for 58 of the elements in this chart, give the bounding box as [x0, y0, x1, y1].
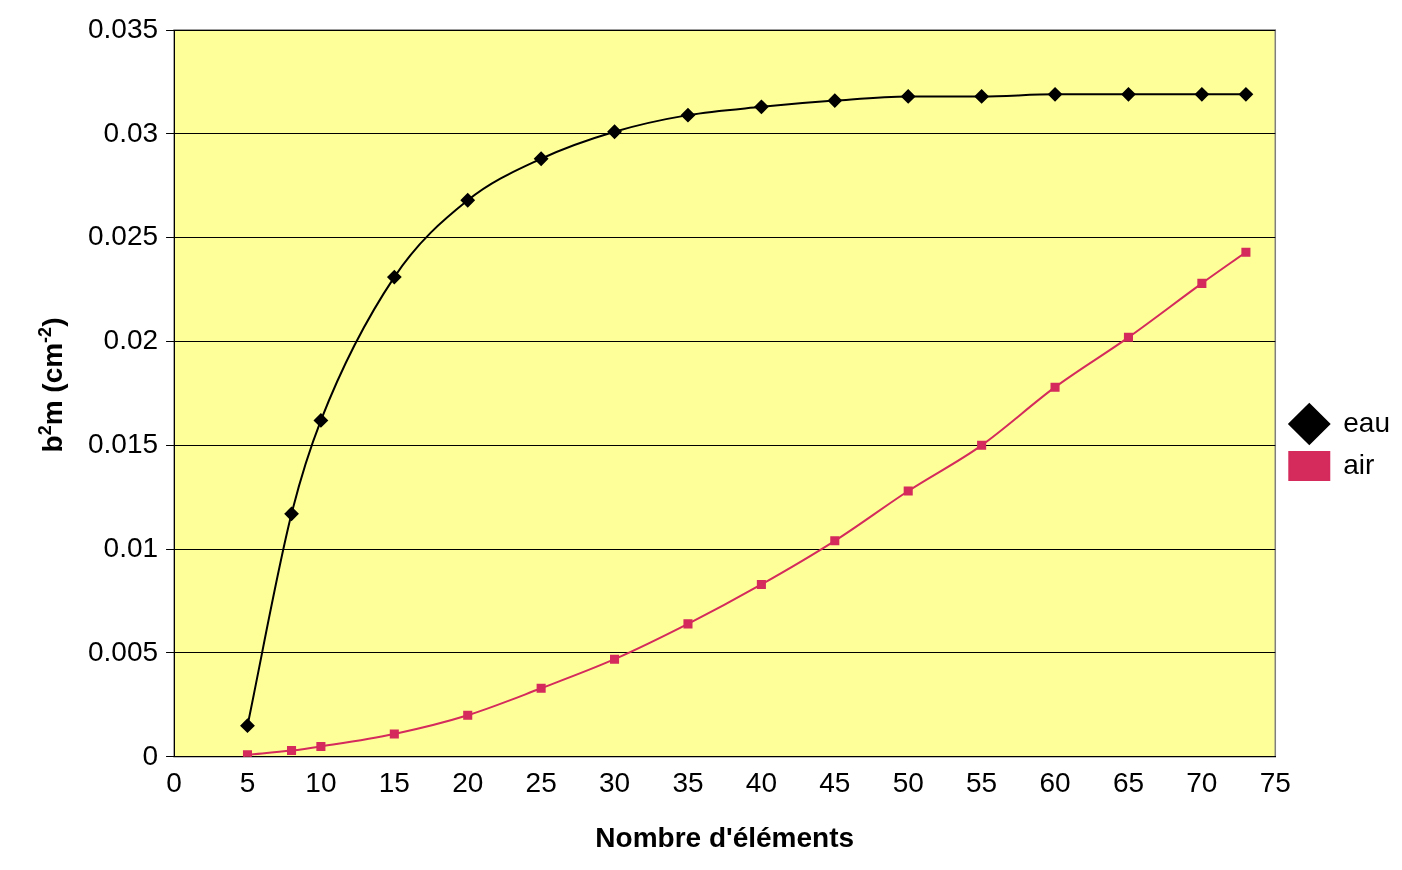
point	[316, 741, 326, 751]
y-tick-label: 0.02	[103, 324, 159, 356]
point	[460, 193, 475, 208]
point	[901, 89, 916, 104]
point	[977, 440, 987, 450]
point	[287, 746, 297, 756]
point	[903, 486, 913, 496]
point	[536, 683, 546, 693]
x-tick-label: 5	[239, 767, 256, 799]
point	[610, 654, 620, 664]
point	[683, 619, 693, 629]
x-tick-label: 65	[1112, 767, 1145, 799]
point	[680, 108, 695, 123]
point	[607, 124, 622, 139]
point	[463, 710, 473, 720]
point	[313, 413, 328, 428]
legend-label: eau	[1343, 406, 1390, 438]
y-tick-label: 0	[142, 739, 159, 771]
point	[387, 270, 402, 285]
y-tick-label: 0.025	[87, 220, 159, 252]
point	[827, 93, 842, 108]
x-tick-label: 15	[378, 767, 410, 799]
point	[1241, 247, 1251, 257]
point	[284, 506, 299, 521]
x-tick-label: 55	[966, 767, 998, 799]
point	[756, 579, 766, 589]
point	[754, 99, 769, 114]
point	[1121, 87, 1136, 102]
y-tick-label: 0.035	[87, 12, 159, 44]
point	[240, 718, 255, 733]
point	[1194, 87, 1209, 102]
x-tick-label: 70	[1186, 767, 1218, 799]
y-tick-label: 0.005	[87, 635, 159, 667]
x-tick-label: 30	[598, 767, 631, 799]
legend-label: air	[1343, 448, 1375, 480]
point	[1048, 87, 1063, 102]
x-tick-label: 25	[525, 767, 557, 799]
x-tick-label: 75	[1259, 767, 1291, 799]
x-tick-label: 20	[452, 767, 484, 799]
x-tick-label: 35	[672, 767, 704, 799]
x-tick-label: 45	[819, 767, 851, 799]
x-tick-label: 50	[892, 767, 924, 799]
y-tick-label: 0.015	[87, 428, 159, 460]
point	[1050, 382, 1060, 392]
point	[974, 89, 989, 104]
y-tick-label: 0.03	[103, 116, 159, 148]
x-tick-label: 10	[305, 767, 337, 799]
point	[534, 151, 549, 166]
point	[830, 536, 840, 546]
x-tick-label: 60	[1039, 767, 1071, 799]
point	[1123, 332, 1133, 342]
point	[389, 729, 399, 739]
point	[1238, 87, 1253, 102]
x-axis-title: Nombre d'éléments	[595, 821, 855, 853]
x-tick-label: 40	[745, 767, 777, 799]
y-tick-label: 0.01	[103, 531, 159, 563]
point	[1197, 278, 1207, 288]
x-tick-label: 0	[166, 767, 182, 799]
